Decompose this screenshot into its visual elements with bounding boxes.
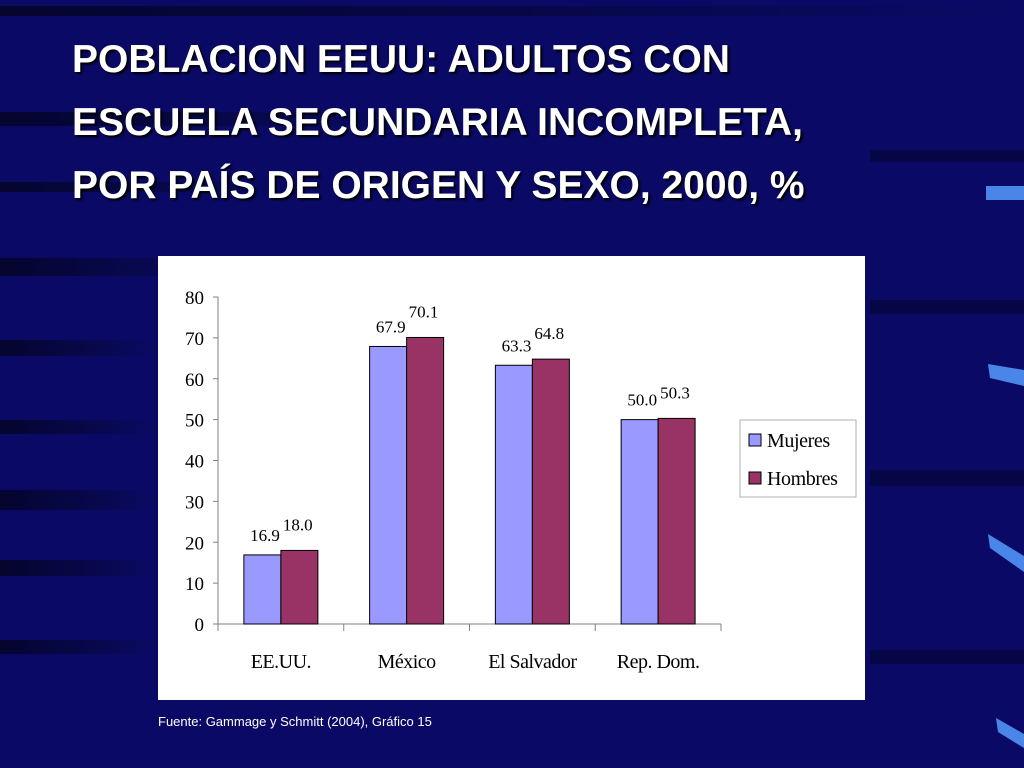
bar-hombres-2 xyxy=(531,358,570,625)
slide-title: POBLACION EEUU: ADULTOS CON ESCUELA SECU… xyxy=(72,28,972,217)
data-label-hombres-2: 64.8 xyxy=(534,324,564,343)
data-label-mujeres-0: 16.9 xyxy=(250,526,280,545)
bar-hombres-0 xyxy=(280,549,319,625)
x-tick-label-0: EE.UU. xyxy=(251,651,311,673)
y-tick-label: 50 xyxy=(185,411,204,432)
source-note: Fuente: Gammage y Schmitt (2004), Gráfic… xyxy=(158,714,432,729)
y-tick-label: 80 xyxy=(185,288,204,309)
y-tick-label: 40 xyxy=(185,452,204,473)
legend-swatch-mujeres xyxy=(748,433,762,447)
bar-mujeres-2 xyxy=(494,364,533,625)
x-tick-label-3: Rep. Dom. xyxy=(617,651,700,673)
bar-hombres-3 xyxy=(657,417,696,625)
chart-panel: 0 10 20 30 40 50 60 70 80 16.9 18.0 EE.UU. 67.9 70.1 M… xyxy=(158,256,865,700)
y-tick-label: 10 xyxy=(185,574,204,595)
y-tick-label: 70 xyxy=(185,329,204,350)
data-label-hombres-3: 50.3 xyxy=(660,383,690,402)
bar-mujeres-1 xyxy=(369,345,408,625)
legend-swatch-hombres xyxy=(748,471,762,485)
slide-title-line-2: ESCUELA SECUNDARIA INCOMPLETA, xyxy=(72,101,803,144)
slide-title-line-3: POR PAÍS DE ORIGEN Y SEXO, 2000, % xyxy=(72,164,805,207)
bar-hombres-1 xyxy=(406,336,445,625)
data-label-mujeres-2: 63.3 xyxy=(502,336,532,355)
data-label-hombres-0: 18.0 xyxy=(283,515,313,534)
data-label-mujeres-1: 67.9 xyxy=(376,317,406,336)
x-tick-label-2: El Salvador xyxy=(488,651,577,673)
bar-mujeres-0 xyxy=(243,554,282,625)
data-label-hombres-1: 70.1 xyxy=(409,302,439,321)
legend-label-hombres: Hombres xyxy=(767,468,838,490)
y-tick-label: 30 xyxy=(185,492,204,513)
data-label-mujeres-3: 50.0 xyxy=(627,391,657,410)
y-tick-label: 60 xyxy=(185,370,204,391)
bar-chart: 0 10 20 30 40 50 60 70 80 16.918.0 EE.UU. 67.970.1 M… xyxy=(185,288,857,673)
y-tick-label: 20 xyxy=(185,533,204,554)
legend-label-mujeres: Mujeres xyxy=(767,430,830,452)
y-tick-label: 0 xyxy=(195,615,205,636)
x-tick-label-1: México xyxy=(378,651,437,673)
bar-mujeres-3 xyxy=(620,419,659,625)
slide-title-line-1: POBLACION EEUU: ADULTOS CON xyxy=(72,38,730,81)
